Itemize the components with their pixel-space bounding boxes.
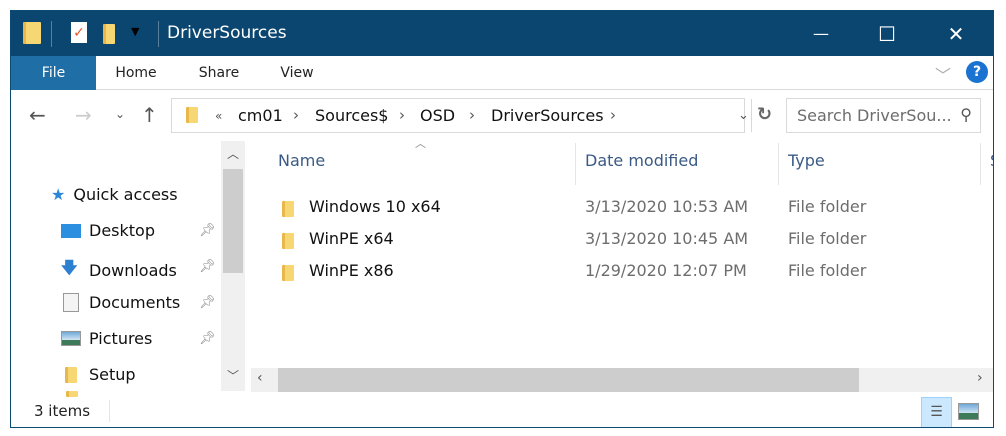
nav-label: Quick access	[73, 185, 178, 204]
search-input[interactable]: Search DriverSou... ⚲	[786, 98, 981, 133]
address-bar[interactable]: « cm01 › Sources$ › OSD › DriverSources …	[171, 98, 772, 133]
nav-label: Setup	[89, 365, 136, 384]
pin-icon[interactable]: 📌︎	[199, 259, 216, 274]
expand-ribbon-icon[interactable]: ﹀	[935, 66, 952, 85]
pin-icon[interactable]: 📌︎	[199, 223, 216, 238]
column-header-type[interactable]: Type	[788, 151, 825, 170]
scroll-up-icon[interactable]: ︿	[227, 147, 240, 161]
address-dropdown-icon[interactable]: ⌄	[738, 108, 749, 123]
window-title: DriverSources	[167, 23, 287, 43]
nav-label: Pictures	[89, 329, 153, 348]
column-header-size[interactable]: S	[990, 151, 993, 170]
tab-home[interactable]: Home	[115, 65, 157, 81]
file-row[interactable]: WinPE x86 1/29/2020 12:07 PM File folder	[277, 261, 977, 287]
file-name: WinPE x64	[309, 229, 394, 248]
file-row[interactable]: Windows 10 x64 3/13/2020 10:53 AM File f…	[277, 197, 977, 223]
sort-ascending-icon: ︿	[415, 137, 426, 150]
nav-label: Desktop	[89, 221, 155, 240]
navigation-pane: ★ Quick access Desktop 🡇 Downloads Documen…	[11, 141, 221, 397]
folder-icon	[282, 233, 294, 249]
overflow-crumbs[interactable]: «	[215, 109, 223, 123]
forward-button[interactable]: →	[75, 103, 92, 127]
file-name: Windows 10 x64	[309, 197, 441, 216]
scrollbar-thumb[interactable]	[223, 169, 243, 273]
tab-file[interactable]: File	[11, 56, 96, 90]
help-icon[interactable]: ?	[966, 61, 988, 83]
folder-icon	[23, 22, 41, 44]
nav-item-documents[interactable]: Documents	[61, 293, 180, 312]
file-row[interactable]: WinPE x64 3/13/2020 10:45 AM File folder	[277, 229, 977, 255]
details-view-button[interactable]: ☰	[921, 397, 952, 427]
file-name: WinPE x86	[309, 261, 394, 280]
nav-item-quick-access[interactable]: ★ Quick access	[51, 185, 178, 204]
title-bar: ✓ ▼ DriverSources — ☐ ✕	[11, 11, 993, 56]
properties-icon[interactable]: ✓	[71, 22, 87, 43]
explorer-window: ✓ ▼ DriverSources — ☐ ✕ File Home Share …	[10, 10, 994, 428]
nav-item-setup[interactable]: Setup	[61, 365, 136, 384]
column-header-date[interactable]: Date modified	[585, 151, 699, 170]
ribbon: File Home Share View ﹀ ?	[11, 56, 993, 90]
folder-icon	[186, 107, 198, 123]
new-folder-icon[interactable]	[103, 24, 115, 44]
nav-item-pictures[interactable]: Pictures	[61, 329, 152, 348]
horizontal-scrollbar[interactable]: ‹ ›	[251, 368, 993, 392]
search-icon[interactable]: ⚲	[960, 105, 972, 124]
close-button[interactable]: ✕	[947, 21, 965, 46]
download-icon: 🡇	[61, 258, 78, 277]
nav-vertical-scrollbar[interactable]: ︿ ﹀	[221, 141, 245, 391]
folder-icon	[65, 366, 77, 383]
crumb-driversources[interactable]: DriverSources	[491, 106, 604, 125]
back-button[interactable]: ←	[29, 103, 46, 127]
scrollbar-thumb[interactable]	[278, 368, 859, 392]
desktop-icon	[61, 223, 81, 238]
maximize-button[interactable]: ☐	[878, 21, 896, 46]
documents-icon	[63, 293, 79, 312]
file-type: File folder	[788, 261, 867, 280]
column-header-name[interactable]: Name	[278, 151, 326, 170]
crumb-osd[interactable]: OSD	[420, 106, 456, 125]
crumb-sources[interactable]: Sources$	[315, 106, 389, 125]
tab-share[interactable]: Share	[198, 65, 240, 81]
search-placeholder: Search DriverSou...	[797, 106, 952, 125]
recent-locations-icon[interactable]: ⌄	[115, 107, 126, 121]
crumb-cm01[interactable]: cm01	[238, 106, 283, 125]
file-type: File folder	[788, 229, 867, 248]
nav-item-downloads[interactable]: 🡇 Downloads	[61, 257, 177, 284]
folder-icon	[66, 391, 78, 397]
file-type: File folder	[788, 197, 867, 216]
pin-icon[interactable]: 📌︎	[199, 331, 216, 346]
nav-label: Downloads	[89, 261, 177, 280]
up-button[interactable]: ↑	[141, 103, 158, 127]
nav-label: Documents	[89, 293, 181, 312]
item-count: 3 items	[34, 402, 91, 420]
large-icons-view-button[interactable]	[958, 403, 979, 420]
tab-view[interactable]: View	[280, 65, 314, 81]
minimize-button[interactable]: —	[813, 24, 829, 43]
nav-item-desktop[interactable]: Desktop	[61, 221, 155, 240]
scroll-right-icon[interactable]: ›	[977, 370, 983, 386]
folder-icon	[282, 265, 294, 281]
star-icon: ★	[51, 185, 66, 204]
pin-icon[interactable]: 📌︎	[199, 295, 216, 310]
customize-toolbar-icon[interactable]: ▼	[131, 25, 140, 38]
file-date: 1/29/2020 12:07 PM	[585, 261, 747, 280]
scroll-down-icon[interactable]: ﹀	[227, 369, 240, 383]
scroll-left-icon[interactable]: ‹	[257, 370, 263, 386]
refresh-icon[interactable]: ↻	[757, 104, 773, 125]
file-date: 3/13/2020 10:53 AM	[585, 197, 749, 216]
file-date: 3/13/2020 10:45 AM	[585, 229, 749, 248]
status-bar: 3 items ☰	[11, 396, 993, 427]
pictures-icon	[61, 331, 81, 346]
folder-icon	[282, 201, 294, 217]
